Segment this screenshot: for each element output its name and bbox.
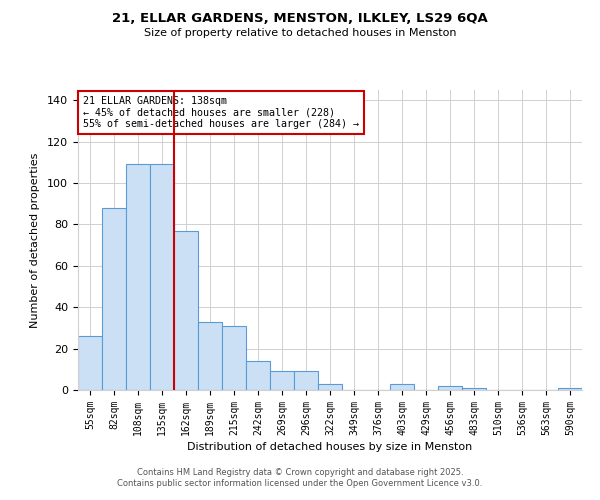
Text: 21, ELLAR GARDENS, MENSTON, ILKLEY, LS29 6QA: 21, ELLAR GARDENS, MENSTON, ILKLEY, LS29…: [112, 12, 488, 26]
Bar: [198, 322, 222, 390]
Bar: [438, 386, 462, 390]
Bar: [102, 208, 126, 390]
Bar: [246, 361, 270, 390]
Bar: [318, 384, 342, 390]
Bar: [558, 388, 582, 390]
Text: Size of property relative to detached houses in Menston: Size of property relative to detached ho…: [144, 28, 456, 38]
Text: Contains HM Land Registry data © Crown copyright and database right 2025.
Contai: Contains HM Land Registry data © Crown c…: [118, 468, 482, 487]
Bar: [462, 388, 486, 390]
Bar: [78, 336, 102, 390]
Bar: [270, 372, 294, 390]
Y-axis label: Number of detached properties: Number of detached properties: [30, 152, 40, 328]
Bar: [390, 384, 414, 390]
Bar: [174, 230, 198, 390]
Bar: [126, 164, 150, 390]
Bar: [150, 164, 174, 390]
Bar: [294, 372, 318, 390]
Bar: [222, 326, 246, 390]
X-axis label: Distribution of detached houses by size in Menston: Distribution of detached houses by size …: [187, 442, 473, 452]
Text: 21 ELLAR GARDENS: 138sqm
← 45% of detached houses are smaller (228)
55% of semi-: 21 ELLAR GARDENS: 138sqm ← 45% of detach…: [83, 96, 359, 129]
